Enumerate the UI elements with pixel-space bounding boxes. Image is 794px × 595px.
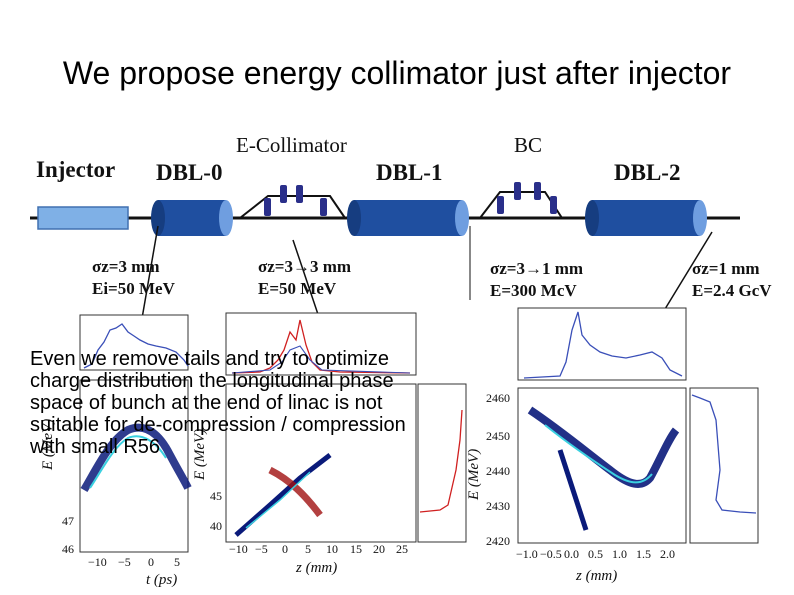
energy-value: Ei=50 MeV xyxy=(92,279,175,298)
sigma-z-value: σz=1 mm xyxy=(692,259,760,278)
x-tick: 0.5 xyxy=(588,547,603,561)
label-dbl1: DBL-1 xyxy=(376,160,443,185)
histogram-curve-red xyxy=(231,319,411,374)
label-dbl2: DBL-2 xyxy=(614,160,681,185)
sigma-z-value: σz=3 mm xyxy=(92,257,160,276)
histogram-curve xyxy=(83,323,189,369)
sigma-z-value: σz=3→3 mm xyxy=(258,257,352,276)
x-axis-label: t (ps) xyxy=(146,572,177,588)
params-linac-exit: σz=1 mm E=2.4 GcV xyxy=(692,258,772,302)
overlay-note: Even we remove tails and try to optimize… xyxy=(30,348,406,458)
energy-value: E=300 McV xyxy=(490,281,577,300)
histogram-curve xyxy=(523,311,683,379)
label-e-collimator: E-Collimator xyxy=(236,133,347,157)
dbl2-cylinder xyxy=(585,200,707,236)
x-tick: 5 xyxy=(305,542,311,556)
sigma-z-value: σz=3→1 mm xyxy=(490,259,584,278)
plot-collimator: 40 45 −10 −5 0 5 10 15 20 25 z (mm) E (M… xyxy=(192,312,467,576)
params-collimator-exit: σz=3→3 mm E=50 MeV xyxy=(258,256,351,300)
plot-linac-exit: 2460 2450 2440 2430 2420 −1.0 −0.5 0.0 0… xyxy=(466,307,759,584)
x-tick: −10 xyxy=(88,555,107,569)
energy-projection xyxy=(419,409,463,513)
x-tick: 2.0 xyxy=(660,547,675,561)
x-tick: 25 xyxy=(396,542,408,556)
y-tick: 45 xyxy=(210,489,222,503)
pointer-line-1 xyxy=(139,225,159,331)
y-axis-label: E (MeV) xyxy=(40,419,56,471)
x-axis-label: z (mm) xyxy=(575,568,617,584)
x-tick: 1.0 xyxy=(612,547,627,561)
e-collimator-chicane xyxy=(239,185,346,219)
y-tick: 2450 xyxy=(486,429,510,443)
dbl0-cylinder xyxy=(151,200,233,236)
slide-title: We propose energy collimator just after … xyxy=(62,55,732,91)
x-axis-label: z (mm) xyxy=(295,560,337,576)
x-tick: −5 xyxy=(118,555,131,569)
x-tick: 5 xyxy=(174,555,180,569)
x-tick: −1.0 xyxy=(516,547,538,561)
y-axis-label: E (MeV) xyxy=(466,449,482,501)
x-tick: 10 xyxy=(326,542,338,556)
x-tick: 1.5 xyxy=(636,547,651,561)
bc-chicane xyxy=(479,182,563,219)
x-tick: 20 xyxy=(373,542,385,556)
label-injector: Injector xyxy=(36,157,116,182)
y-tick: 40 xyxy=(210,519,222,533)
plot-injector: 47 46 −10 −5 0 5 t (ps) E (MeV) xyxy=(40,314,192,588)
y-tick: 2460 xyxy=(486,391,510,405)
x-tick: −5 xyxy=(255,542,268,556)
label-bc: BC xyxy=(514,133,543,157)
x-tick: 0.0 xyxy=(564,547,579,561)
phase-space-distribution xyxy=(234,453,332,537)
x-tick: −10 xyxy=(229,542,248,556)
x-tick: −0.5 xyxy=(540,547,562,561)
y-tick: 46 xyxy=(62,542,74,556)
params-bc-exit: σz=3→1 mm E=300 McV xyxy=(490,258,583,302)
energy-value: E=50 MeV xyxy=(258,279,337,298)
y-axis-label: E (MeV) xyxy=(192,429,208,481)
x-tick: 0 xyxy=(148,555,154,569)
params-injector-exit: σz=3 mm Ei=50 MeV xyxy=(92,256,175,300)
energy-value: E=2.4 GcV xyxy=(692,281,772,300)
phase-space-collimated xyxy=(268,466,323,518)
label-dbl0: DBL-0 xyxy=(156,160,223,185)
y-tick: 2420 xyxy=(486,534,510,548)
histogram-curve-blue xyxy=(231,345,411,374)
dbl1-cylinder xyxy=(347,200,469,236)
energy-projection xyxy=(691,394,757,514)
y-tick: 47 xyxy=(62,514,74,528)
x-tick: 15 xyxy=(350,542,362,556)
injector-block xyxy=(37,206,129,230)
phase-space-distribution xyxy=(80,423,192,493)
y-tick: 2430 xyxy=(486,499,510,513)
x-tick: 0 xyxy=(282,542,288,556)
y-tick: 2440 xyxy=(486,464,510,478)
